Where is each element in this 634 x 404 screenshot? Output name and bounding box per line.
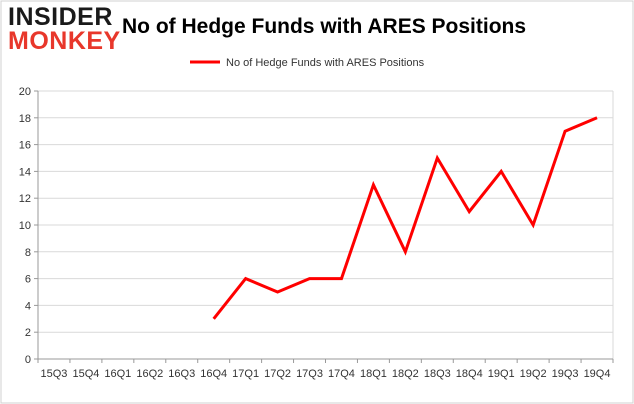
y-tick-label: 14 bbox=[19, 166, 31, 178]
insider-monkey-logo: INSIDER MONKEY bbox=[8, 3, 121, 55]
x-tick-label: 18Q1 bbox=[360, 368, 387, 380]
series bbox=[212, 116, 598, 320]
x-tick-label: 18Q3 bbox=[424, 368, 451, 380]
chart-title: No of Hedge Funds with ARES Positions bbox=[122, 15, 526, 38]
x-tick-label: 17Q3 bbox=[296, 368, 323, 380]
y-tick-label: 16 bbox=[19, 140, 31, 152]
y-tick-label: 4 bbox=[25, 300, 31, 312]
x-tick-label: 16Q3 bbox=[168, 368, 195, 380]
y-tick-label: 8 bbox=[25, 247, 31, 259]
y-tick-label: 2 bbox=[25, 327, 31, 339]
y-tick-label: 0 bbox=[25, 354, 31, 366]
x-tick-label: 16Q1 bbox=[104, 368, 131, 380]
x-tick-label: 18Q2 bbox=[392, 368, 419, 380]
y-tick-label: 20 bbox=[19, 86, 31, 98]
x-tick-label: 15Q3 bbox=[41, 368, 68, 380]
x-tick-label: 19Q2 bbox=[520, 368, 547, 380]
legend: No of Hedge Funds with ARES Positions bbox=[190, 57, 425, 69]
x-tick-label: 17Q2 bbox=[264, 368, 291, 380]
logo-line-2: MONKEY bbox=[8, 27, 121, 55]
series-line bbox=[212, 116, 598, 320]
y-tick-label: 18 bbox=[19, 113, 31, 125]
x-tick-label: 16Q2 bbox=[136, 368, 163, 380]
y-tick-label: 6 bbox=[25, 274, 31, 286]
x-tick-label: 18Q4 bbox=[456, 368, 483, 380]
y-tick-label: 12 bbox=[19, 193, 31, 205]
y-axis: 0 2 4 6 8 10 12 14 16 18 20 bbox=[19, 86, 38, 366]
x-tick-label: 16Q4 bbox=[200, 368, 227, 380]
x-tick-label: 19Q3 bbox=[552, 368, 579, 380]
x-tick-label: 19Q4 bbox=[584, 368, 611, 380]
x-tick-label: 15Q4 bbox=[72, 368, 99, 380]
logo-line-1: INSIDER bbox=[8, 3, 113, 31]
x-axis: 15Q3 15Q4 16Q1 16Q2 16Q3 16Q4 17Q1 17Q2 17Q3 17Q4… bbox=[37, 359, 614, 380]
grid bbox=[37, 90, 614, 360]
y-tick-label: 10 bbox=[19, 220, 31, 232]
x-tick-label: 19Q1 bbox=[488, 368, 515, 380]
x-tick-label: 17Q1 bbox=[232, 368, 259, 380]
legend-label: No of Hedge Funds with ARES Positions bbox=[226, 57, 425, 69]
x-tick-label: 17Q4 bbox=[328, 368, 355, 380]
